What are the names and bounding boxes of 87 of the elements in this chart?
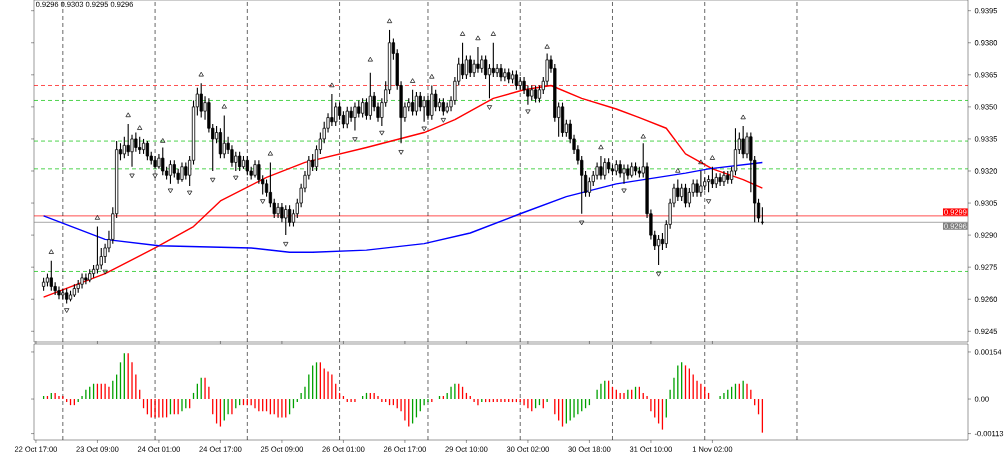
point — [137, 125, 143, 130]
candlestick — [491, 42, 495, 78]
point — [709, 155, 716, 160]
candlestick — [603, 157, 607, 181]
candlestick — [464, 55, 469, 80]
candlestick — [276, 202, 280, 219]
point — [705, 199, 712, 204]
point — [698, 159, 704, 165]
point — [352, 137, 358, 142]
candlestick — [676, 179, 680, 202]
point — [152, 173, 158, 179]
point — [459, 31, 466, 36]
candlestick — [330, 93, 334, 127]
point — [675, 168, 681, 173]
point — [379, 130, 385, 136]
candlestick — [49, 260, 53, 292]
point — [210, 177, 216, 183]
candlestick — [245, 155, 249, 176]
candlestick — [414, 91, 419, 116]
candlestick — [718, 172, 722, 187]
point — [579, 220, 585, 226]
point — [525, 109, 531, 115]
candlestick — [199, 82, 203, 119]
point — [621, 188, 627, 194]
candlestick — [722, 170, 726, 187]
point — [64, 308, 70, 313]
point — [544, 44, 550, 49]
candlestick — [460, 42, 465, 80]
point — [233, 175, 239, 181]
candlestick — [238, 151, 242, 172]
candlestick — [353, 102, 357, 131]
point — [167, 188, 174, 194]
point — [160, 138, 166, 143]
point — [260, 199, 266, 204]
candlestick — [134, 131, 138, 153]
point — [410, 78, 416, 83]
point — [329, 82, 335, 88]
candlestick — [122, 136, 126, 159]
point — [598, 144, 604, 150]
candlestick — [422, 95, 426, 123]
point — [640, 133, 646, 139]
candlestick — [126, 123, 130, 157]
candlestick — [180, 161, 184, 183]
candlestick — [84, 273, 88, 285]
candlestick — [368, 72, 372, 121]
candlestick — [234, 151, 238, 172]
candlestick — [622, 164, 626, 185]
point — [48, 249, 54, 254]
point — [440, 118, 446, 123]
point — [386, 18, 393, 24]
point — [740, 114, 746, 120]
candlestick — [476, 46, 480, 74]
candlestick — [587, 176, 592, 198]
point — [655, 271, 662, 277]
point — [198, 71, 204, 77]
candlestick — [95, 226, 100, 275]
point — [283, 242, 289, 247]
point — [486, 105, 493, 110]
point — [398, 150, 404, 155]
point — [187, 190, 193, 196]
candlestick — [361, 97, 365, 119]
point — [125, 112, 131, 118]
point — [94, 215, 101, 220]
point — [102, 269, 108, 275]
candlestick — [687, 187, 691, 208]
candlestick — [57, 285, 61, 300]
point — [490, 31, 496, 36]
candlestick — [161, 146, 165, 176]
point — [367, 56, 373, 62]
candlestick — [284, 204, 288, 236]
point — [475, 35, 481, 41]
line-series — [42, 161, 764, 253]
candlestick — [733, 127, 738, 176]
candlestick — [345, 106, 349, 129]
candlestick — [487, 63, 492, 99]
point — [421, 126, 427, 132]
candlestick — [364, 97, 369, 121]
point — [221, 103, 227, 109]
candlestick — [222, 114, 226, 159]
point — [129, 173, 135, 179]
candlestick — [741, 125, 745, 159]
candlestick — [503, 67, 507, 82]
candlestick — [468, 55, 472, 78]
point — [267, 150, 273, 156]
point — [429, 73, 435, 79]
candlestick — [599, 155, 603, 181]
candlestick — [434, 89, 438, 112]
